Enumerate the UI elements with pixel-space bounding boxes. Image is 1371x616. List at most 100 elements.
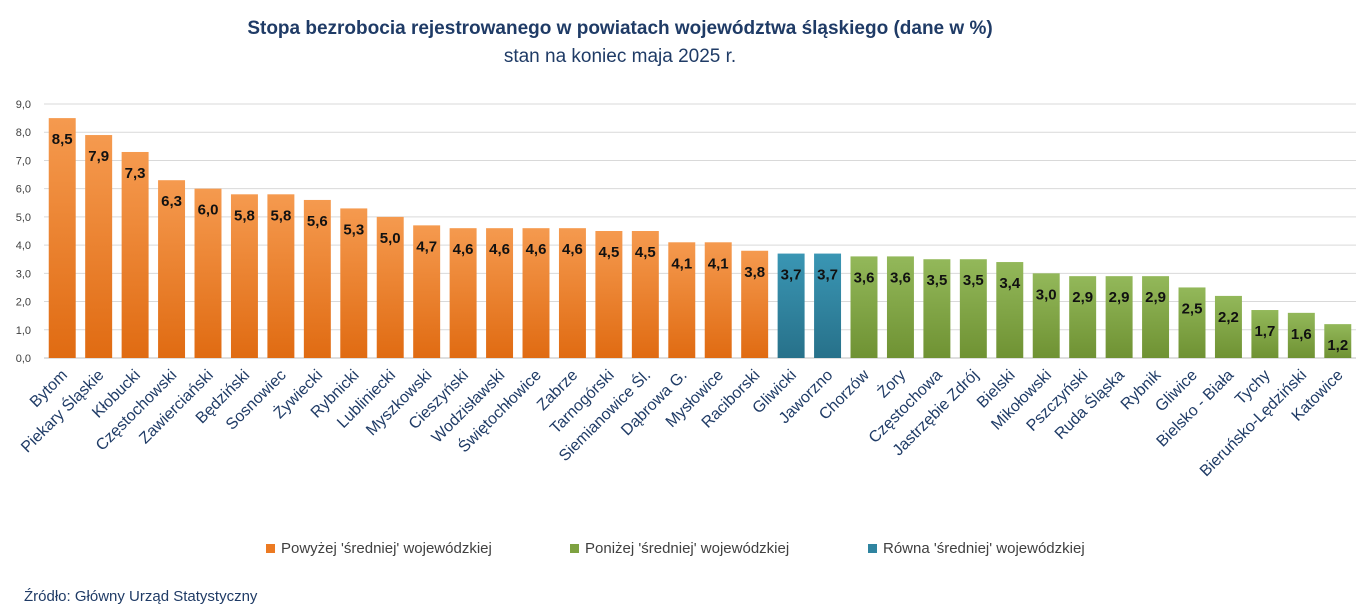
bar [668,242,696,358]
bar [1142,276,1170,358]
bar [850,256,878,358]
data-label: 5,8 [270,207,291,224]
data-label: 4,5 [598,244,619,261]
y-tick-label: 2,0 [16,297,31,309]
bar [230,194,258,358]
bar [522,228,550,358]
data-label: 4,7 [416,238,437,255]
bar [996,262,1024,358]
bar [595,231,623,358]
y-axis: 0,0 1,0 2,0 3,0 4,0 5,0 6,0 7,0 8,0 9,0 [16,99,31,365]
source-note: Źródło: Główny Urząd Statystyczny [24,588,258,605]
bars [48,118,1352,358]
legend-swatch-below [570,544,579,553]
data-label: 3,0 [1036,286,1057,303]
bar [704,242,732,358]
legend: Powyżej 'średniej' wojewódzkiej Poniżej … [0,540,1371,562]
data-label: 4,6 [562,241,583,258]
bar [449,228,477,358]
bar [923,259,951,358]
data-label: 3,6 [854,269,875,286]
bar [48,118,76,358]
bar [85,135,113,358]
data-label: 7,3 [125,165,146,182]
bar [1324,324,1352,358]
y-tick-label: 9,0 [16,99,31,111]
y-tick-label: 0,0 [16,353,31,365]
bar [1105,276,1133,358]
legend-swatch-above [266,544,275,553]
data-label: 3,7 [817,267,838,284]
data-label: 2,9 [1072,289,1093,306]
data-label: 4,6 [453,241,474,258]
bar [194,188,222,358]
bar [959,259,987,358]
y-tick-label: 1,0 [16,325,31,337]
data-labels: 8,5 7,9 7,3 6,3 6,0 5,8 5,8 5,6 5,3 5,0 4,7 4,6 4,6 4… [52,131,1348,354]
bar [267,194,295,358]
bar [741,250,769,358]
legend-label-below: Poniżej 'średniej' wojewódzkiej [585,540,790,557]
y-tick-label: 7,0 [16,155,31,167]
bar [558,228,586,358]
bar [413,225,441,358]
bar [340,208,368,358]
y-tick-label: 3,0 [16,268,31,280]
data-label: 4,1 [671,255,692,272]
bar [1287,312,1315,358]
bar [486,228,514,358]
data-label: 6,0 [198,202,219,219]
y-tick-label: 6,0 [16,184,31,196]
bar [631,231,659,358]
data-label: 5,0 [380,230,401,247]
legend-swatch-equal [868,544,877,553]
bar [376,216,404,358]
data-label: 3,8 [744,264,765,281]
data-label: 4,6 [489,241,510,258]
legend-item-equal: Równa 'średniej' wojewódzkiej [868,540,1085,557]
bar [1178,287,1206,358]
data-label: 1,6 [1291,326,1312,343]
bar-chart: 0,0 1,0 2,0 3,0 4,0 5,0 6,0 7,0 8,0 9,0 8,5 7,9 7,3… [16,99,1356,480]
data-label: 2,2 [1218,309,1239,326]
data-label: 3,5 [963,272,984,289]
bar [1069,276,1097,358]
data-label: 4,1 [708,255,729,272]
y-tick-label: 5,0 [16,212,31,224]
data-label: 3,7 [781,267,802,284]
legend-item-above: Powyżej 'średniej' wojewódzkiej [266,540,492,557]
data-label: 2,5 [1182,300,1203,317]
bar [303,199,331,358]
chart-subtitle: stan na koniec maja 2025 r. [503,46,737,67]
data-label: 7,9 [88,148,109,165]
legend-label-above: Powyżej 'średniej' wojewódzkiej [281,540,492,557]
bar [158,180,186,358]
legend-label-equal: Równa 'średniej' wojewódzkiej [883,540,1085,557]
data-label: 2,9 [1145,289,1166,306]
data-label: 8,5 [52,131,73,148]
bar [1032,273,1060,358]
bar [814,253,842,358]
data-label: 1,7 [1254,323,1275,340]
bar [1251,310,1279,358]
data-label: 3,5 [926,272,947,289]
data-label: 4,5 [635,244,656,261]
gridlines [44,103,1356,359]
data-label: 2,9 [1109,289,1130,306]
data-label: 5,8 [234,207,255,224]
data-label: 5,3 [343,221,364,238]
bar [777,253,805,358]
legend-item-below: Poniżej 'średniej' wojewódzkiej [570,540,789,557]
bar [1214,295,1242,358]
bar [886,256,914,358]
chart-title: Stopa bezrobocia rejestrowanego w powiat… [247,18,993,39]
data-label: 4,6 [526,241,547,258]
bar [121,151,149,358]
data-label: 5,6 [307,213,328,230]
data-label: 3,6 [890,269,911,286]
data-label: 6,3 [161,193,182,210]
y-tick-label: 8,0 [16,127,31,139]
y-tick-label: 4,0 [16,240,31,252]
data-label: 3,4 [999,275,1021,292]
